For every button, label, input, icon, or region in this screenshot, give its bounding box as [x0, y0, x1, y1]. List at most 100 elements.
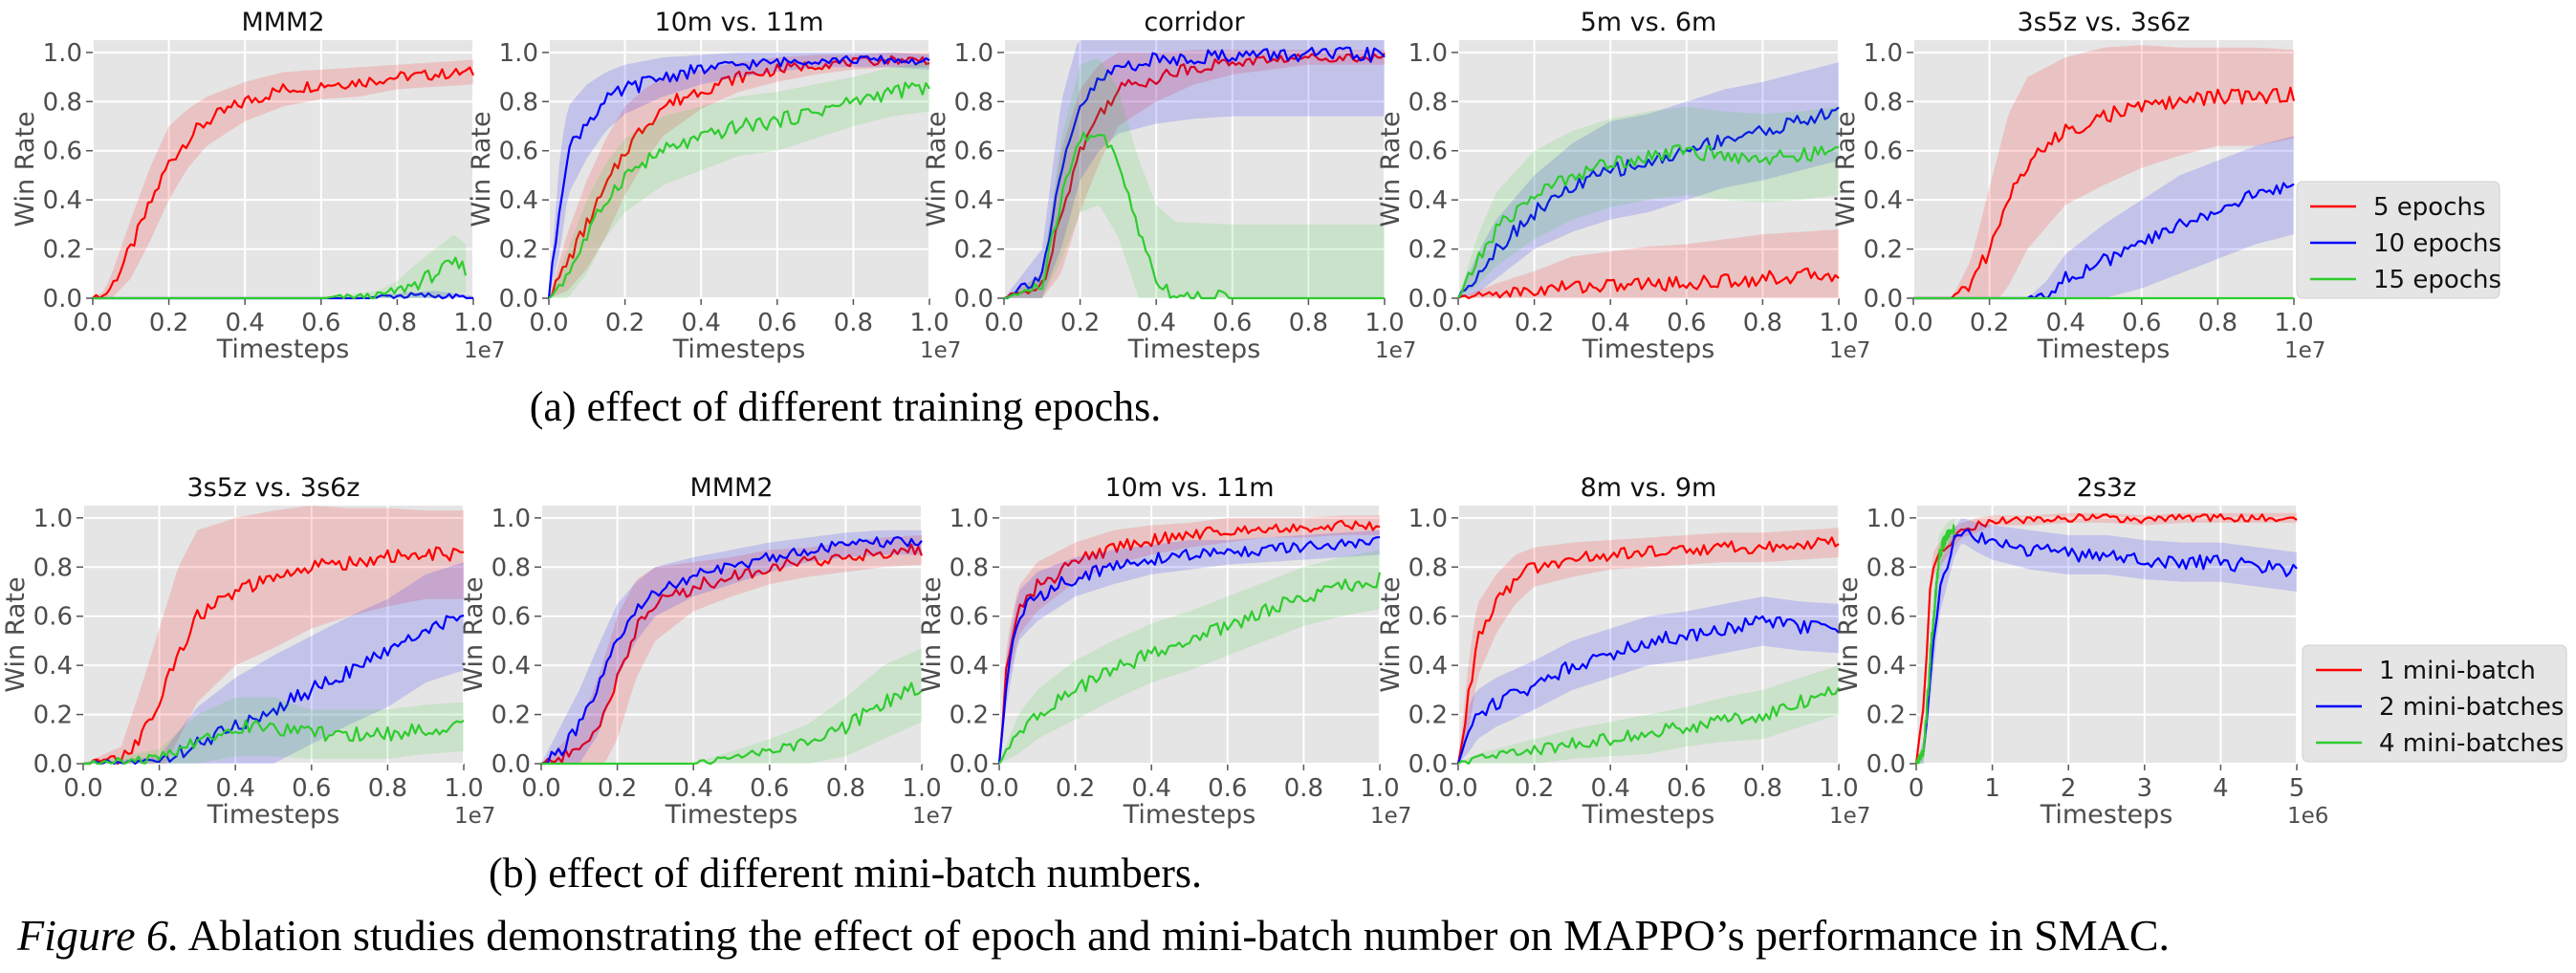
chart-panel-9: 0.0 0.2 0.4 0.6 0.8 1.0 0.0 0.2 0.4 0.6 0.8 1.0 8m v…: [1376, 473, 1870, 830]
legend: 5 epochs 10 epochs 15 epochs: [2296, 181, 2501, 299]
y-tick-label: 0.4: [33, 652, 73, 681]
x-tick-label: 0.8: [2198, 309, 2238, 337]
x-tick-label: 0.2: [1515, 309, 1554, 337]
y-tick-label: 0.4: [950, 652, 989, 681]
y-tick-label: 0.6: [1408, 603, 1448, 632]
y-tick-label: 0.8: [1408, 553, 1448, 582]
x-tick-label: 3: [2137, 774, 2153, 803]
x-tick-label: 0.4: [1591, 774, 1630, 803]
x-axis-label: Timesteps: [207, 800, 340, 830]
x-tick-label: 0.4: [2046, 309, 2085, 337]
chart-panel-7: 0.0 0.2 0.4 0.6 0.8 1.0 0.0 0.2 0.4 0.6 0.8 1.0 MMM2…: [459, 473, 953, 830]
y-tick-label: 0.2: [950, 702, 989, 730]
y-axis-label: Win Rate: [11, 111, 40, 227]
x-scale-offset: 1e7: [1375, 338, 1416, 363]
x-tick-label: 5: [2289, 774, 2305, 803]
y-tick-label: 0.8: [43, 88, 82, 117]
legend-label: 4 mini-batches: [2379, 729, 2564, 758]
y-tick-label: 0.0: [43, 285, 82, 314]
x-tick-label: 0.2: [1970, 309, 2009, 337]
legend-label: 15 epochs: [2373, 266, 2501, 294]
x-tick-label: 0.0: [1438, 774, 1477, 803]
figure-caption-text: Ablation studies demonstrating the effec…: [179, 911, 2171, 960]
y-tick-label: 1.0: [1408, 39, 1448, 68]
x-scale-offset: 1e7: [464, 338, 505, 363]
y-axis-label: Win Rate: [467, 111, 496, 227]
chart-title: corridor: [1144, 8, 1245, 37]
y-tick-label: 0.6: [1408, 138, 1448, 166]
x-tick-label: 1.0: [1360, 774, 1399, 803]
series-band: [83, 697, 464, 764]
series-band: [999, 530, 1380, 764]
y-tick-label: 0.2: [1864, 236, 1903, 265]
series-line: [1456, 536, 1840, 765]
x-tick-label: 0.6: [301, 309, 340, 337]
y-tick-label: 0.0: [499, 285, 538, 314]
x-tick-label: 1.0: [902, 774, 941, 803]
y-tick-label: 0.0: [954, 285, 993, 314]
chart-panel-3: 0.0 0.2 0.4 0.6 0.8 1.0 0.0 0.2 0.4 0.6 0.8 1.0 corr…: [922, 8, 1416, 364]
series-line: [541, 535, 923, 766]
y-tick-label: 0.4: [1408, 186, 1448, 215]
chart-title: 3s5z vs. 3s6z: [2018, 8, 2191, 37]
y-axis-label: Win Rate: [1834, 576, 1864, 692]
y-tick-label: 0.8: [491, 553, 531, 582]
x-tick-label: 0.4: [682, 309, 721, 337]
y-tick-label: 1.0: [1867, 505, 1906, 533]
x-tick-label: 0.0: [73, 309, 112, 337]
x-tick-label: 0.2: [605, 309, 644, 337]
series-band: [1916, 517, 1954, 764]
figure-caption: Figure 6. Ablation studies demonstrating…: [17, 910, 2170, 961]
y-tick-label: 0.6: [950, 603, 989, 632]
y-tick-label: 0.6: [499, 138, 538, 166]
series-line: [82, 546, 465, 766]
series-line: [998, 572, 1382, 765]
chart-title: 10m vs. 11m: [654, 8, 823, 37]
y-tick-label: 0.6: [954, 138, 993, 166]
series-line: [997, 535, 1381, 765]
chart-panel-2: 0.0 0.2 0.4 0.6 0.8 1.0 0.0 0.2 0.4 0.6 0.8 1.0 10m …: [467, 8, 961, 364]
y-tick-label: 0.2: [954, 236, 993, 265]
y-axis-label: Win Rate: [459, 576, 489, 692]
y-tick-label: 1.0: [491, 505, 531, 533]
x-axis-label: Timesteps: [665, 800, 798, 830]
series-band: [1458, 665, 1839, 764]
x-scale-offset: 1e6: [2287, 804, 2328, 829]
x-tick-label: 0.6: [1667, 774, 1706, 803]
x-scale-offset: 1e7: [920, 338, 961, 363]
x-tick-label: 0.8: [1743, 309, 1782, 337]
x-tick-label: 0: [1909, 774, 1925, 803]
series-line: [1915, 524, 1955, 766]
y-axis-label: Win Rate: [1, 576, 31, 692]
y-tick-label: 0.2: [43, 236, 82, 265]
y-tick-label: 0.0: [491, 750, 531, 779]
x-scale-offset: 1e7: [1370, 804, 1411, 829]
y-tick-label: 1.0: [499, 39, 538, 68]
x-tick-label: 0.0: [979, 774, 1018, 803]
plot-area: [1458, 40, 1839, 298]
x-tick-label: 0.2: [149, 309, 188, 337]
series-band: [93, 235, 467, 298]
x-tick-label: 1.0: [909, 309, 949, 337]
y-tick-label: 1.0: [1864, 39, 1903, 68]
figure-caption-label: Figure 6.: [17, 911, 180, 960]
y-tick-label: 0.8: [499, 88, 538, 117]
legend: 1 mini-batch 2 mini-batches 4 mini-batches: [2302, 644, 2567, 763]
series-line: [1457, 267, 1840, 300]
y-tick-label: 0.2: [1408, 236, 1448, 265]
y-tick-label: 0.4: [491, 652, 531, 681]
x-tick-label: 0.0: [529, 309, 568, 337]
legend-label: 10 epochs: [2373, 229, 2501, 258]
x-scale-offset: 1e7: [2284, 338, 2325, 363]
chart-title: MMM2: [241, 8, 324, 37]
x-tick-label: 0.2: [598, 774, 637, 803]
series-line: [547, 54, 930, 299]
chart-title: 2s3z: [2077, 473, 2137, 503]
series-line: [1003, 53, 1386, 300]
x-scale-offset: 1e7: [912, 804, 953, 829]
chart-title: 10m vs. 11m: [1104, 473, 1274, 503]
legend-label: 2 mini-batches: [2379, 693, 2564, 722]
series-line: [1456, 615, 1840, 765]
x-tick-label: 0.6: [292, 774, 331, 803]
